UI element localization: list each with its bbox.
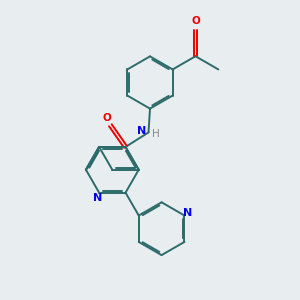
Text: N: N (183, 208, 193, 218)
Text: N: N (137, 126, 146, 136)
Text: O: O (102, 113, 111, 123)
Text: N: N (93, 193, 102, 203)
Text: H: H (152, 130, 160, 140)
Text: O: O (191, 16, 200, 26)
